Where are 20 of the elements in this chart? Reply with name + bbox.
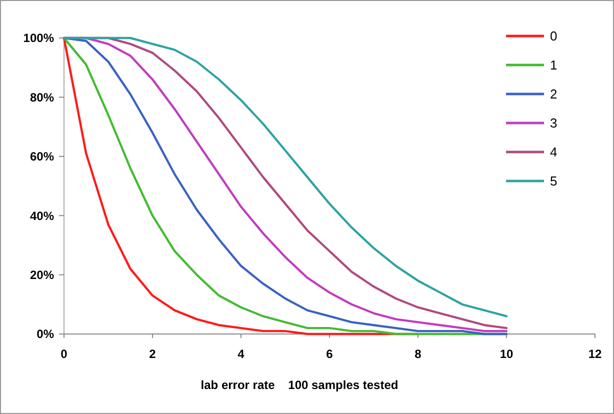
legend-label: 5 — [550, 174, 558, 189]
legend-label: 2 — [550, 86, 558, 102]
x-tick-label: 12 — [588, 347, 602, 361]
x-tick-label: 6 — [326, 347, 334, 361]
y-tick-label: 60% — [30, 150, 54, 164]
y-tick-label: 100% — [23, 31, 54, 46]
x-tick-label: 2 — [149, 347, 156, 361]
x-tick-label: 10 — [500, 347, 514, 361]
legend-label: 1 — [550, 58, 558, 73]
x-tick-label: 8 — [414, 347, 422, 361]
y-tick-label: 0% — [36, 327, 54, 342]
x-axis-title: lab error rate 100 samples tested — [200, 378, 398, 392]
x-tick-label: 0 — [60, 347, 68, 361]
legend-label: 3 — [550, 116, 558, 131]
legend-label: 4 — [550, 144, 558, 160]
x-tick-label: 4 — [238, 347, 245, 361]
y-tick-label: 20% — [30, 268, 54, 282]
legend-label: 0 — [550, 28, 558, 44]
y-tick-label: 40% — [30, 208, 54, 223]
y-tick-label: 80% — [30, 90, 54, 104]
